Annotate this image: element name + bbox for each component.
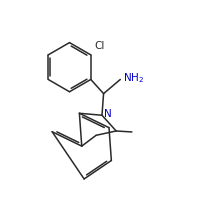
Text: NH$_2$: NH$_2$ <box>123 71 144 85</box>
Text: Cl: Cl <box>94 40 105 50</box>
Text: N: N <box>104 109 111 119</box>
